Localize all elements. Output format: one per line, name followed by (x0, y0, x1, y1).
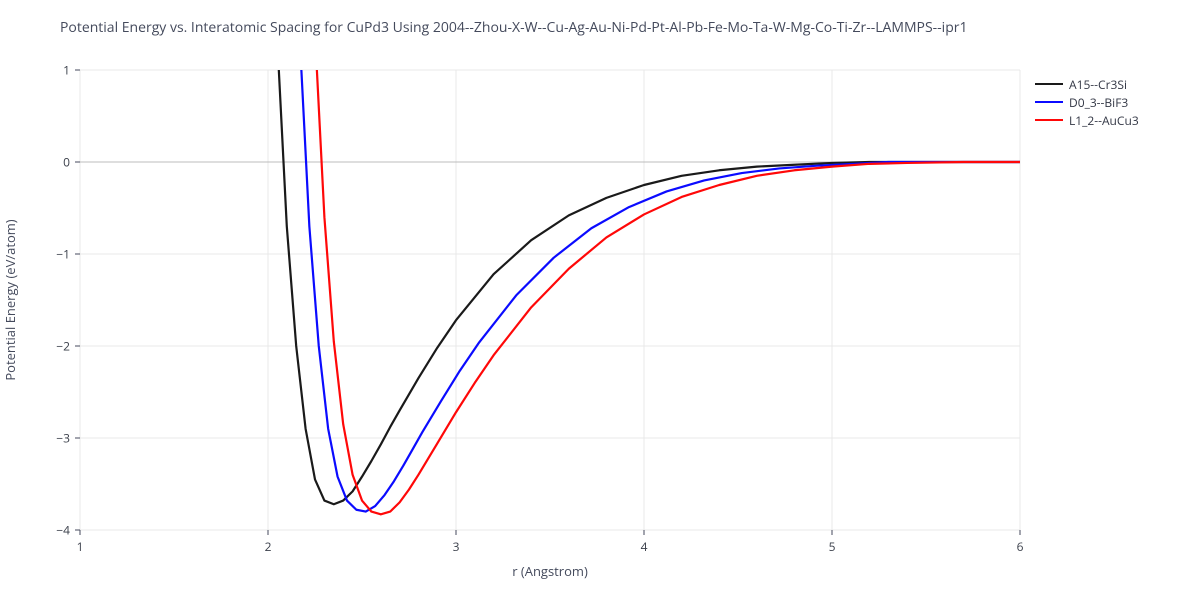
plot-svg (0, 0, 1200, 600)
series-line[interactable] (306, 0, 1020, 514)
legend-label: A15--Cr3Si (1069, 76, 1127, 93)
y-tick-label: −4 (56, 522, 70, 539)
y-tick-label: −1 (56, 246, 70, 263)
legend-item[interactable]: L1_2--AuCu3 (1035, 111, 1139, 129)
x-axis-label: r (Angstrom) (512, 562, 588, 580)
y-tick-label: −3 (56, 430, 70, 447)
legend-label: L1_2--AuCu3 (1069, 112, 1139, 129)
x-tick-label: 1 (77, 538, 84, 555)
legend[interactable]: A15--Cr3SiD0_3--BiF3L1_2--AuCu3 (1035, 75, 1139, 129)
y-tick-label: 0 (63, 154, 70, 171)
legend-swatch (1035, 101, 1063, 103)
legend-label: D0_3--BiF3 (1069, 94, 1128, 111)
x-tick-label: 2 (265, 538, 272, 555)
x-tick-label: 5 (829, 538, 836, 555)
x-tick-label: 3 (453, 538, 460, 555)
chart-container: Potential Energy vs. Interatomic Spacing… (0, 0, 1200, 600)
y-tick-label: 1 (63, 62, 70, 79)
legend-item[interactable]: D0_3--BiF3 (1035, 93, 1139, 111)
y-tick-label: −2 (56, 338, 70, 355)
series-line[interactable] (291, 0, 1020, 512)
legend-item[interactable]: A15--Cr3Si (1035, 75, 1139, 93)
x-tick-label: 4 (641, 538, 648, 555)
legend-swatch (1035, 119, 1063, 121)
legend-swatch (1035, 83, 1063, 85)
x-tick-label: 6 (1017, 538, 1024, 555)
